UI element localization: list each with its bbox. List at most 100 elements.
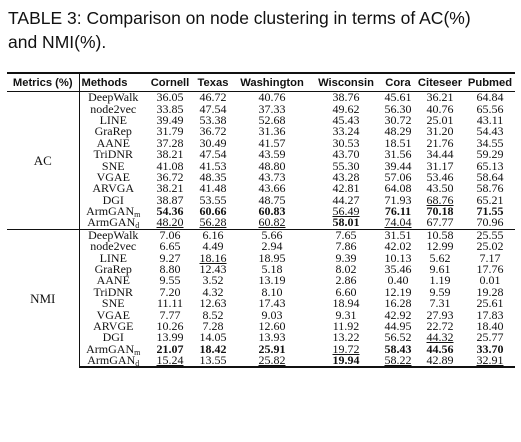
header-cornell: Cornell [147, 72, 193, 92]
value-cell: 31.20 [426, 124, 454, 139]
value-cell: 60.82 [258, 215, 286, 230]
table-row: AANE 9.55 3.52 13.19 2.86 0.40 1.19 0.01 [7, 273, 515, 288]
value-cell: 19.28 [476, 284, 504, 299]
value-cell: 30.53 [332, 135, 360, 150]
method-cell: ArmGANm [79, 341, 147, 357]
method-subscript: d [135, 221, 140, 231]
value-cell: 7.86 [335, 239, 357, 254]
value-cell: 48.80 [258, 158, 286, 173]
table-row: ArmGANm 54.36 60.66 60.83 56.49 76.11 70.18 71.… [7, 204, 515, 219]
table-row: SNE 11.11 12.63 17.43 18.94 16.28 7.31 25.61 [7, 296, 515, 311]
value-cell: 9.27 [159, 250, 181, 265]
header-wisconsin: Wisconsin [311, 72, 381, 92]
value-cell: 13.99 [156, 330, 184, 345]
value-cell: 38.87 [156, 192, 184, 207]
value-cell: 71.93 [384, 192, 412, 207]
value-cell: 44.27 [332, 192, 360, 207]
value-cell: 25.01 [426, 112, 454, 127]
method-cell: VGAE [79, 171, 147, 183]
method-cell: ArmGANd [79, 354, 147, 369]
table-row: DGI 13.99 14.05 13.93 13.22 56.52 44.32 25.77 [7, 330, 515, 345]
value-cell: 44.56 [426, 341, 454, 356]
value-cell: 43.66 [258, 181, 286, 196]
value-cell: 48.20 [156, 215, 184, 230]
value-cell: 43.73 [258, 169, 286, 184]
method-cell: node2vec [79, 240, 147, 252]
value-cell: 21.76 [426, 135, 454, 150]
method-cell: LINE [79, 112, 147, 127]
table-row: TriDNR 38.21 47.54 43.59 43.70 31.56 34.44 59.2… [7, 147, 515, 162]
value-cell: 25.91 [258, 341, 286, 356]
method-name: ArmGAN [86, 341, 135, 356]
method-name: LINE [99, 112, 127, 127]
method-cell: DeepWalk [79, 227, 147, 242]
value-cell: 56.30 [384, 101, 412, 116]
value-cell: 36.72 [156, 169, 184, 184]
header-citeseer: Citeseer [415, 72, 465, 92]
value-cell: 58.64 [476, 169, 504, 184]
value-cell: 13.19 [258, 273, 286, 288]
value-cell: 55.30 [332, 158, 360, 173]
value-cell: 18.51 [384, 135, 412, 150]
value-cell: 7.65 [311, 228, 381, 242]
value-cell: 0.40 [387, 273, 409, 288]
table-row: ArmGANm 21.07 18.42 25.91 19.72 58.43 44.56 33.… [7, 341, 515, 357]
value-cell: 39.49 [156, 112, 184, 127]
value-cell: 39.44 [384, 158, 412, 173]
value-cell: 8.10 [261, 284, 283, 299]
value-cell: 67.77 [426, 215, 454, 230]
value-cell: 30.72 [384, 112, 412, 127]
value-cell: 44.32 [426, 330, 454, 345]
method-cell: ArmGANm [79, 205, 147, 219]
value-cell: 11.11 [156, 296, 184, 311]
value-cell: 60.66 [199, 204, 227, 219]
table-row: VGAE 36.72 48.35 43.73 43.28 57.06 53.46 58.64 [7, 169, 515, 184]
method-name: DeepWalk [88, 227, 139, 242]
value-cell: 7.17 [479, 250, 501, 265]
value-cell: 10.26 [156, 319, 184, 333]
value-cell: 60.83 [258, 204, 286, 219]
value-cell: 41.57 [258, 135, 286, 150]
value-cell: 42.02 [384, 239, 412, 254]
value-cell: 31.51 [381, 228, 415, 242]
value-cell: 25.82 [233, 354, 311, 369]
value-cell: 76.11 [384, 204, 412, 219]
value-cell: 45.61 [381, 91, 415, 104]
method-cell: GraRep [79, 262, 147, 277]
value-cell: 56.49 [332, 204, 360, 219]
table-row: SNE 41.08 41.53 48.80 55.30 39.44 31.17 65.13 [7, 158, 515, 173]
value-cell: 74.04 [384, 215, 412, 230]
value-cell: 12.99 [426, 239, 454, 254]
value-cell: 2.94 [261, 239, 283, 254]
table-row: node2vec 6.65 4.49 2.94 7.86 42.02 12.99 25.02 [7, 239, 515, 254]
value-cell: 5.66 [233, 228, 311, 242]
value-cell: 65.21 [476, 192, 504, 207]
table-row: TriDNR 7.20 4.32 8.10 6.60 12.19 9.59 19.28 [7, 284, 515, 299]
value-cell: 43.28 [332, 169, 360, 184]
value-cell: 70.96 [476, 215, 504, 230]
header-washington: Washington [233, 72, 311, 92]
value-cell: 38.21 [156, 181, 184, 196]
value-cell: 17.83 [476, 307, 504, 322]
method-name: TriDNR [93, 147, 134, 162]
value-cell: 58.43 [384, 341, 412, 356]
value-cell: 8.52 [202, 307, 224, 322]
value-cell: 53.38 [199, 112, 227, 127]
table-row: node2vec 33.85 47.54 37.33 49.62 56.30 40.76 65… [7, 101, 515, 116]
method-name: GraRep [94, 262, 132, 277]
value-cell: 9.39 [335, 250, 357, 265]
value-cell: 34.44 [426, 147, 454, 162]
value-cell: 27.93 [426, 307, 454, 322]
method-cell: TriDNR [79, 147, 147, 162]
table-row: AC DeepWalk 36.05 46.72 40.76 38.76 45.61 36.21… [7, 91, 515, 230]
value-cell: 7.77 [159, 307, 181, 322]
value-cell: 9.03 [261, 307, 283, 322]
value-cell: 34.55 [476, 135, 504, 150]
value-cell: 3.52 [202, 273, 224, 288]
value-cell: 65.13 [476, 158, 504, 173]
method-name: node2vec [90, 101, 137, 116]
value-cell: 9.55 [159, 273, 181, 288]
value-cell: 57.06 [384, 169, 412, 184]
value-cell: 70.18 [426, 204, 454, 219]
